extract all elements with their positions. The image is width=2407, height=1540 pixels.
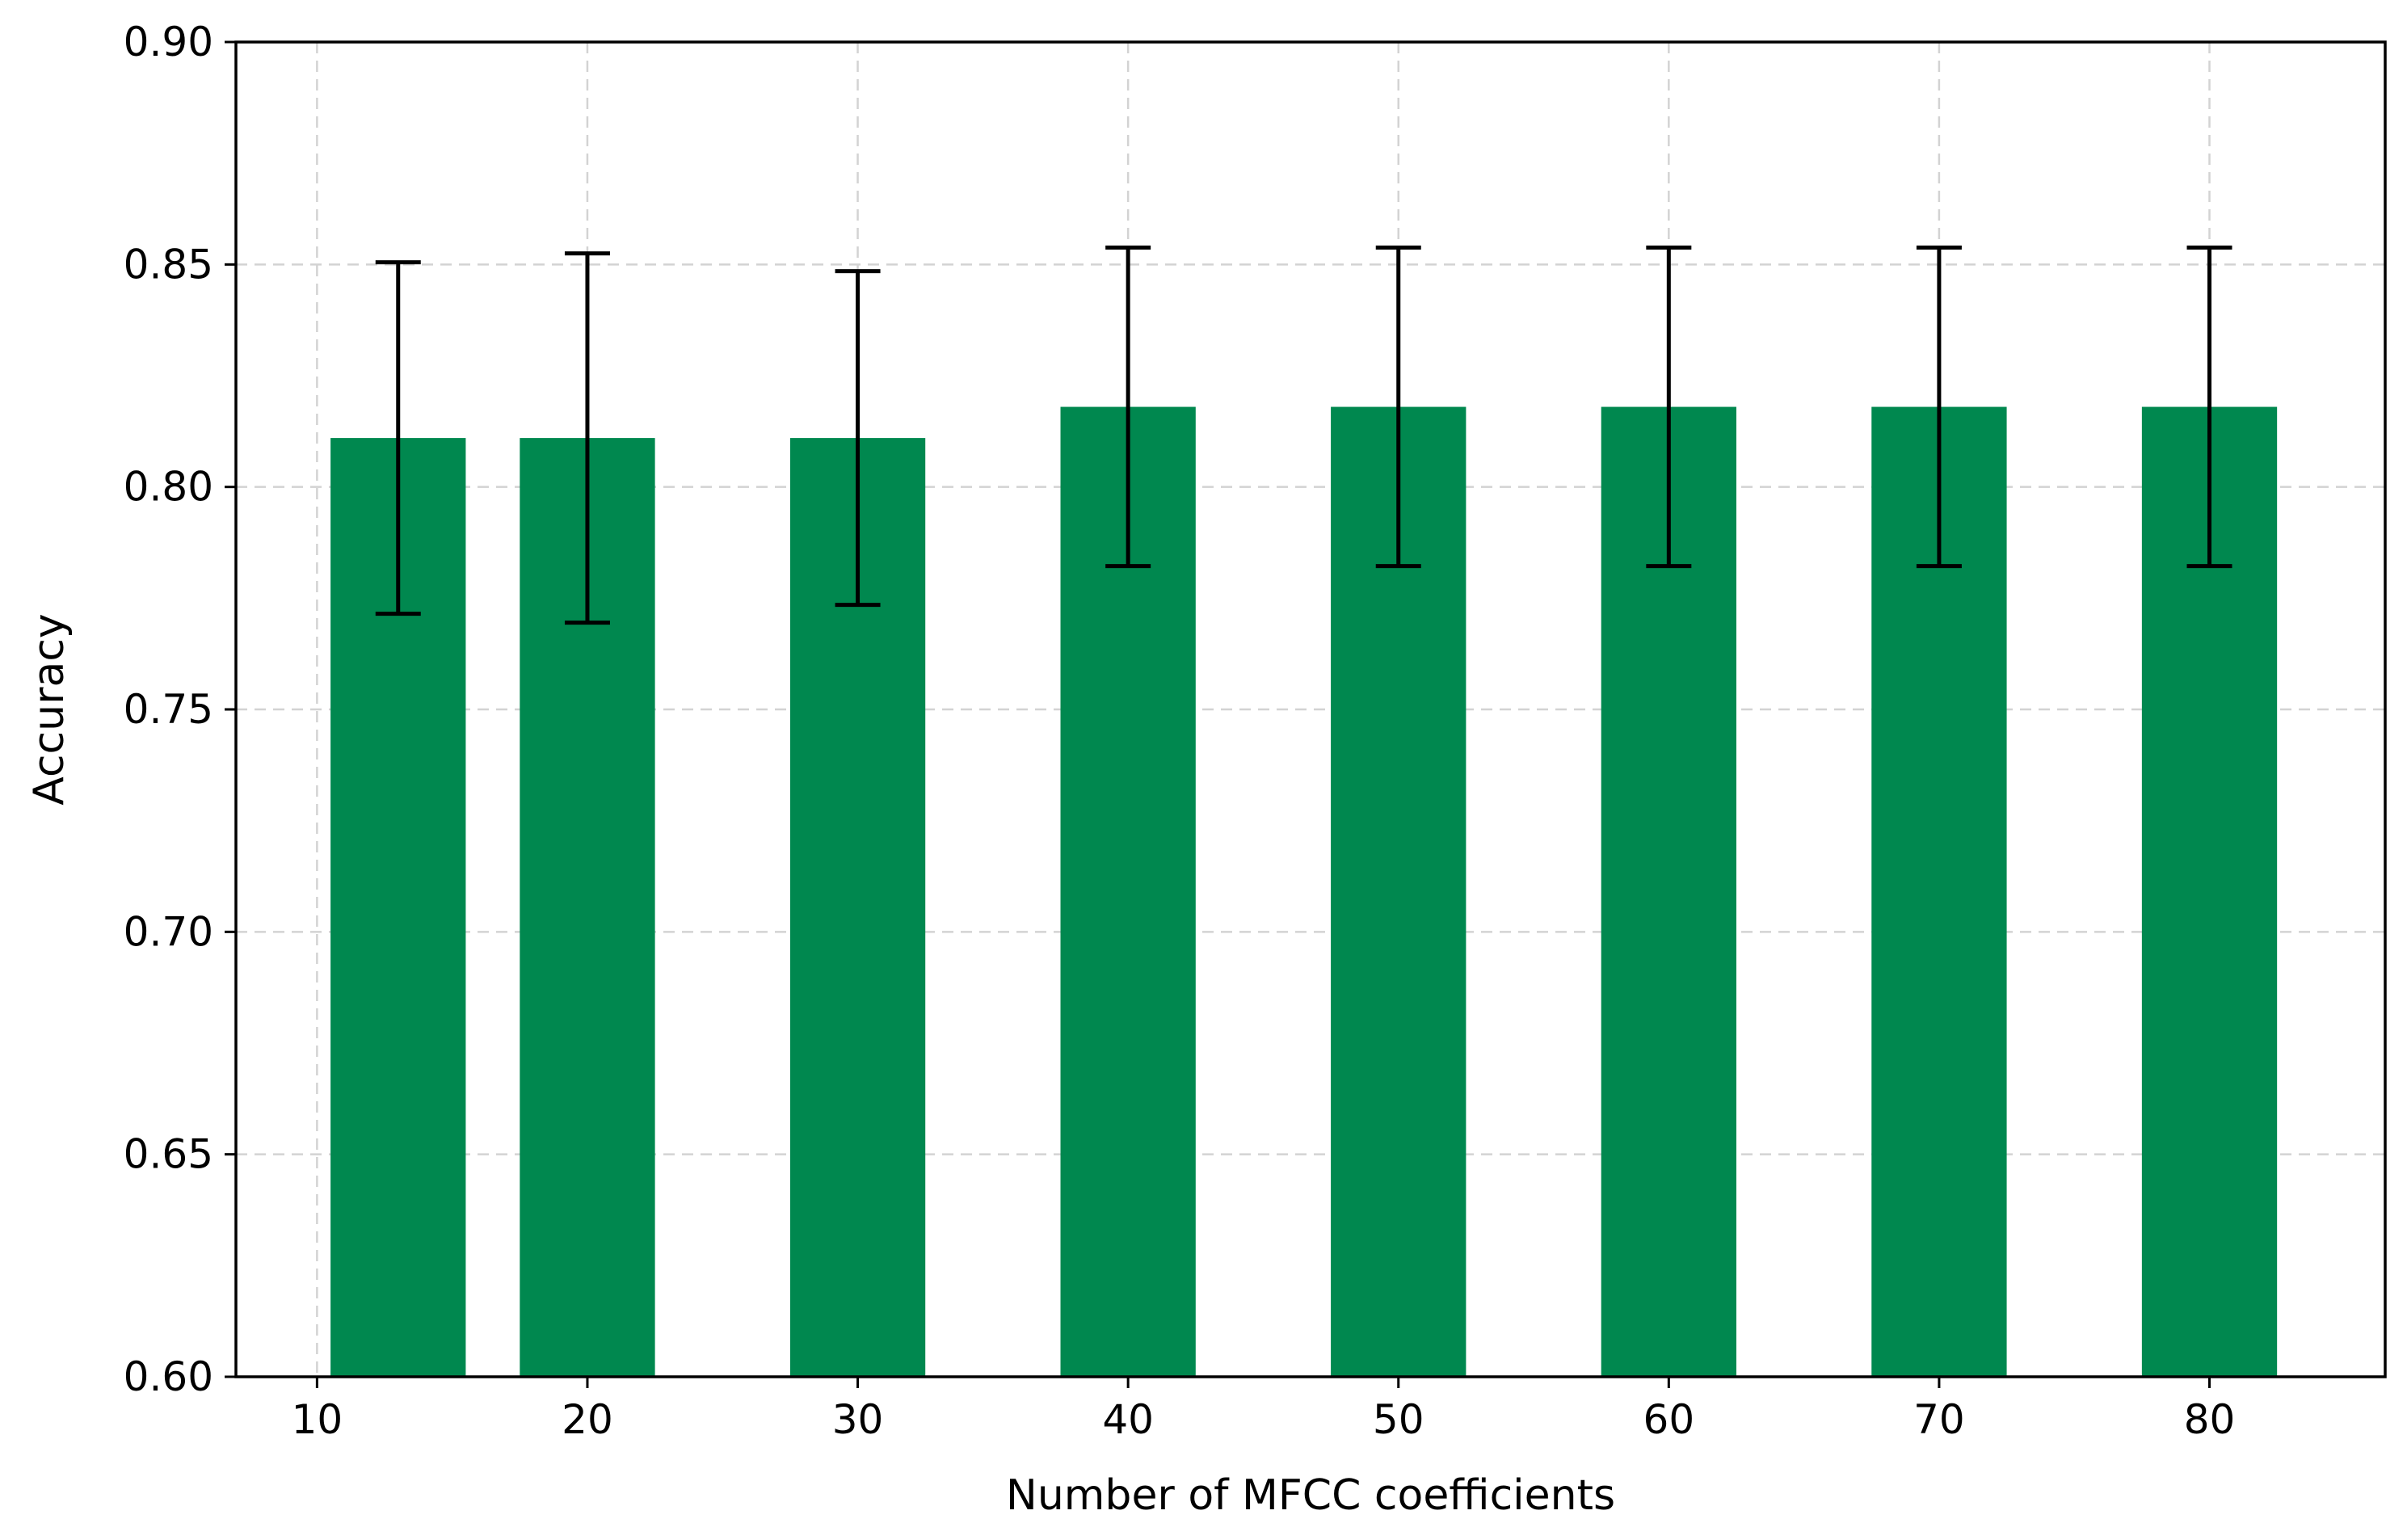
error-bar [2186, 245, 2232, 569]
bar [1601, 406, 1736, 1378]
x-tick-label: 40 [1102, 1396, 1154, 1443]
error-bar [1375, 245, 1421, 569]
y-tick-label: 0.85 [124, 241, 213, 288]
error-bar [1916, 245, 1962, 569]
x-tick-label: 60 [1643, 1396, 1695, 1443]
x-axis-ticks: 10 20 30 40 50 60 70 80 [292, 1377, 2236, 1443]
x-tick-label: 80 [2184, 1396, 2236, 1443]
error-bar [835, 269, 881, 608]
x-tick-label: 50 [1373, 1396, 1424, 1443]
x-tick-label: 30 [832, 1396, 884, 1443]
x-tick-label: 10 [292, 1396, 343, 1443]
error-bars [375, 245, 2232, 625]
bar [1331, 406, 1467, 1378]
x-tick-label: 70 [1913, 1396, 1965, 1443]
y-tick-label: 0.70 [124, 908, 213, 955]
y-tick-label: 0.90 [124, 19, 213, 65]
x-axis-label: Number of MFCC coefficients [1006, 1471, 1615, 1520]
bar [1060, 406, 1196, 1378]
y-axis-ticks: 0.60 0.65 0.70 0.75 0.80 0.85 0.90 [124, 19, 236, 1400]
y-tick-label: 0.60 [124, 1353, 213, 1400]
x-tick-label: 20 [562, 1396, 613, 1443]
y-tick-label: 0.75 [124, 686, 213, 733]
error-bar [1105, 245, 1151, 569]
bars [330, 406, 2278, 1378]
y-axis-label: Accuracy [25, 613, 74, 805]
y-tick-label: 0.80 [124, 464, 213, 511]
error-bar [375, 260, 421, 616]
error-bar [564, 251, 610, 625]
error-bar [1646, 245, 1692, 569]
bar [1871, 406, 2007, 1378]
bar [2141, 406, 2278, 1378]
y-tick-label: 0.65 [124, 1131, 213, 1178]
